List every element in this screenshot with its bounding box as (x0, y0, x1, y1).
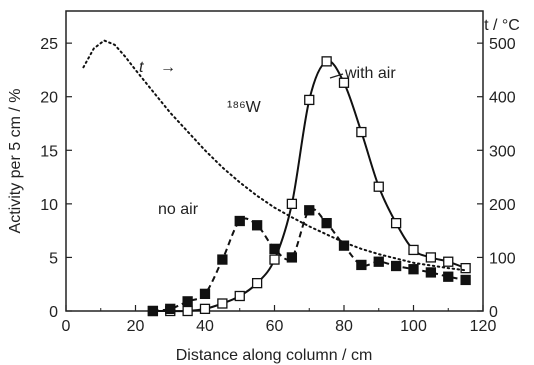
x-tick-label: 100 (400, 318, 427, 335)
temperature-annotation: t (139, 59, 144, 76)
data-point-with-air (217, 298, 228, 309)
data-point-no-air (217, 254, 228, 265)
data-point-no-air (408, 264, 419, 275)
y2-tick-label: 400 (489, 90, 516, 107)
data-point-no-air (304, 205, 315, 216)
y2-tick-label: 200 (489, 197, 516, 214)
data-point-no-air (182, 296, 193, 307)
y2-tick-label: 0 (489, 304, 498, 321)
data-point-no-air (321, 217, 332, 229)
x-tick-label: 80 (335, 318, 353, 335)
with-air-pointer (329, 73, 344, 79)
y-tick-label: 10 (40, 197, 58, 214)
data-point-with-air (182, 305, 193, 317)
data-point-with-air (408, 244, 419, 256)
isotope-annotation: ¹⁸⁶W (227, 99, 262, 116)
data-point-no-air (390, 260, 402, 272)
y-tick-label: 5 (49, 250, 58, 267)
y-axis-label: Activity per 5 cm / % (7, 89, 24, 234)
data-point-no-air (425, 267, 437, 278)
tick-labels: 0 20 40 60 80 100 1200510152025010020030040050… (40, 36, 516, 335)
data-point-no-air (338, 240, 350, 251)
data-point-with-air (286, 198, 298, 210)
data-point-with-air (269, 254, 280, 265)
no-air-annotation: no air (158, 201, 199, 218)
x-tick-label: 120 (470, 318, 497, 335)
data-point-no-air (269, 243, 280, 255)
series-line-t (82, 39, 467, 272)
x-tick-label: 40 (196, 318, 214, 335)
data-point-no-air (199, 288, 211, 300)
y2-axis-label: t / °C (484, 17, 520, 34)
plot-frame (65, 10, 484, 312)
data-point-with-air (373, 181, 384, 192)
data-point-no-air (165, 303, 176, 315)
y-tick-label: 15 (40, 143, 58, 160)
data-point-no-air (460, 274, 471, 286)
data-point-no-air (443, 271, 454, 282)
data-point-with-air (304, 94, 315, 106)
y-tick-label: 20 (40, 90, 58, 107)
x-tick-label: 20 (127, 318, 145, 335)
data-point-with-air (425, 252, 437, 263)
y2-tick-label: 300 (489, 143, 516, 160)
x-axis-label: Distance along column / cm (176, 347, 373, 364)
y2-tick-label: 500 (489, 36, 516, 53)
data-point-with-air (321, 56, 332, 67)
data-point-with-air (338, 77, 350, 88)
y-tick-label: 25 (40, 36, 58, 53)
data-point-with-air (234, 290, 245, 302)
x-tick-label: 0 (62, 318, 71, 335)
series-layer (82, 39, 471, 317)
with-air-annotation: with air (344, 65, 396, 82)
data-point-no-air (234, 215, 245, 227)
data-point-with-air (390, 217, 402, 229)
y2-tick-label: 100 (489, 250, 516, 267)
temperature-arrow: → (160, 59, 176, 76)
x-tick-label: 60 (266, 318, 284, 335)
data-point-with-air (251, 277, 263, 289)
data-point-no-air (286, 252, 298, 263)
data-point-with-air (199, 303, 211, 315)
data-point-with-air (443, 256, 454, 267)
y-tick-label: 0 (49, 304, 58, 321)
data-point-no-air (356, 259, 367, 271)
data-point-with-air (460, 262, 471, 274)
data-point-with-air (356, 126, 367, 138)
axis-ticks (65, 42, 484, 312)
data-point-no-air (147, 305, 159, 317)
data-point-no-air (251, 220, 263, 231)
data-point-no-air (373, 256, 384, 267)
series-line-no-air (152, 207, 466, 312)
